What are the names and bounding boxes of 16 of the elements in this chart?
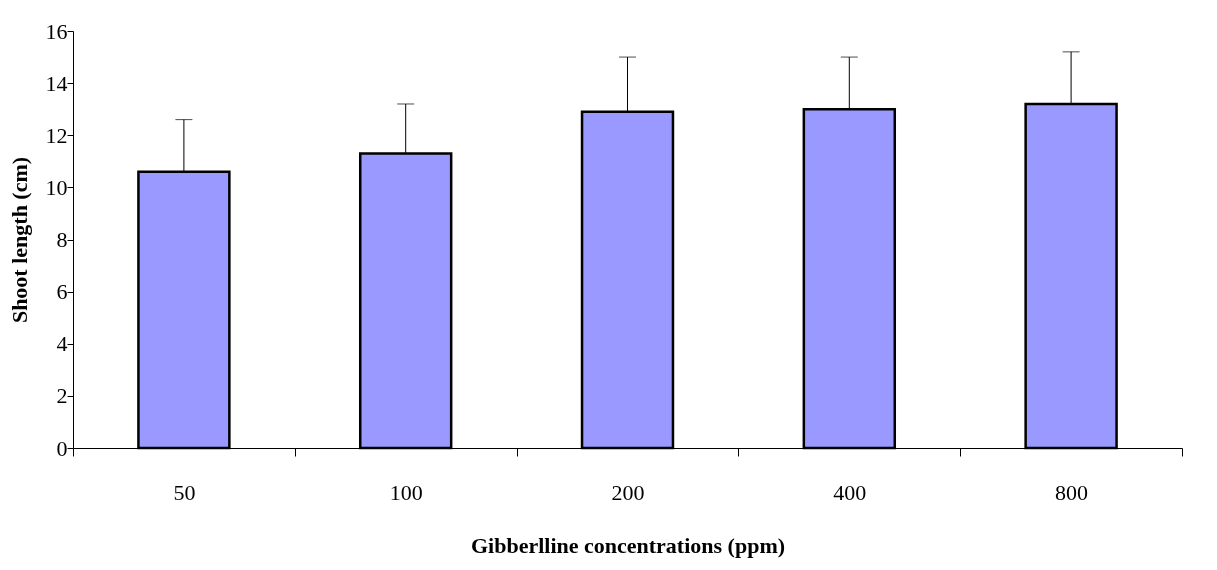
y-tick-label: 6: [56, 279, 68, 305]
y-tick-label: 16: [45, 18, 68, 44]
x-tick-label: 400: [833, 479, 867, 505]
y-axis-title: Shoot length (cm): [6, 156, 32, 324]
y-tick-label: 14: [45, 70, 68, 96]
y-tick-label: 10: [45, 174, 68, 200]
x-axis-title: Gibberlline concentrations (ppm): [470, 532, 786, 558]
y-tick-label: 0: [56, 435, 68, 461]
x-tick-label: 200: [611, 479, 645, 505]
y-tick-label: 4: [56, 331, 68, 357]
y-tick-label: 2: [56, 383, 68, 409]
x-tick-label: 50: [173, 479, 196, 505]
y-tick-label: 12: [45, 122, 68, 148]
y-tick-label: 8: [56, 227, 68, 252]
x-tick-label: 100: [389, 479, 423, 505]
x-tick-label: 800: [1055, 479, 1089, 505]
